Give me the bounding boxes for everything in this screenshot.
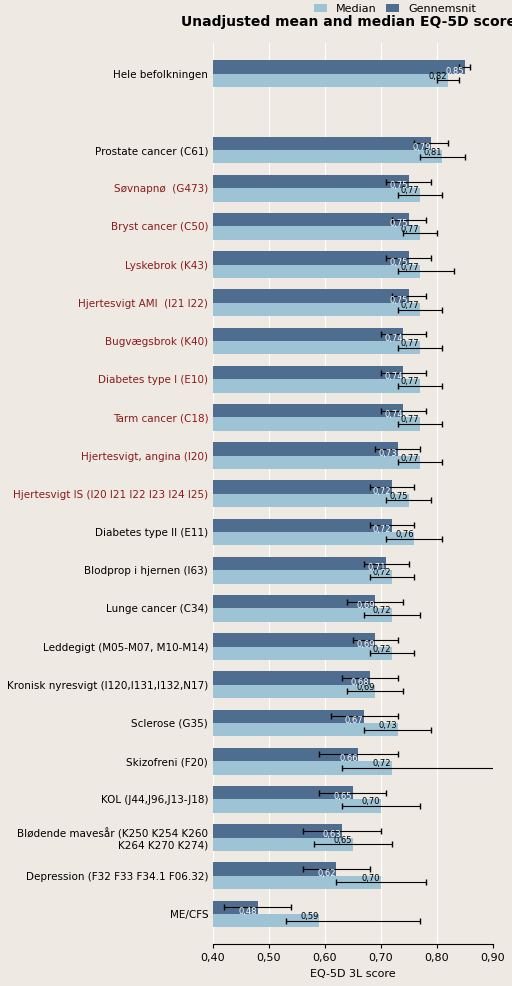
- Bar: [213, 380, 420, 392]
- Bar: [213, 570, 392, 584]
- Bar: [213, 137, 431, 150]
- Text: 0,59: 0,59: [301, 912, 319, 921]
- Text: 0,74: 0,74: [384, 334, 402, 343]
- Bar: [213, 456, 420, 469]
- Legend: Median, Gennemsnit: Median, Gennemsnit: [309, 0, 480, 18]
- Bar: [213, 671, 370, 684]
- Text: 0,67: 0,67: [345, 716, 364, 725]
- Text: 0,68: 0,68: [351, 677, 369, 686]
- Bar: [213, 837, 353, 851]
- Text: 0,72: 0,72: [373, 487, 392, 496]
- Text: 0,70: 0,70: [362, 798, 380, 807]
- Text: 0,77: 0,77: [401, 262, 419, 272]
- Bar: [213, 480, 392, 494]
- Text: 0,75: 0,75: [390, 296, 408, 305]
- Bar: [213, 60, 465, 74]
- Text: 0,75: 0,75: [390, 257, 408, 266]
- Bar: [213, 532, 414, 545]
- Text: 0,85: 0,85: [446, 67, 464, 76]
- Text: 0,77: 0,77: [401, 225, 419, 234]
- Bar: [213, 150, 442, 164]
- Text: 0,69: 0,69: [356, 640, 375, 649]
- Text: 0,77: 0,77: [401, 339, 419, 348]
- Bar: [213, 608, 392, 622]
- Title: Unadjusted mean and median EQ-5D scores: Unadjusted mean and median EQ-5D scores: [181, 16, 512, 30]
- Bar: [213, 264, 420, 278]
- Text: 0,62: 0,62: [317, 869, 335, 878]
- Text: 0,77: 0,77: [401, 186, 419, 195]
- Bar: [213, 647, 392, 660]
- Bar: [213, 595, 375, 608]
- Bar: [213, 494, 409, 507]
- Bar: [213, 800, 381, 812]
- Bar: [213, 188, 420, 202]
- Text: 0,71: 0,71: [368, 563, 386, 572]
- Text: 0,72: 0,72: [373, 606, 392, 615]
- Bar: [213, 227, 420, 240]
- Text: 0,77: 0,77: [401, 378, 419, 387]
- Text: 0,74: 0,74: [384, 372, 402, 382]
- Bar: [213, 914, 319, 927]
- Bar: [213, 723, 398, 737]
- Bar: [213, 417, 420, 431]
- Bar: [213, 863, 336, 876]
- Text: 0,48: 0,48: [239, 907, 257, 916]
- Text: 0,63: 0,63: [323, 830, 341, 839]
- Text: 0,72: 0,72: [373, 645, 392, 654]
- Bar: [213, 786, 353, 800]
- Text: 0,69: 0,69: [356, 683, 375, 692]
- Bar: [213, 213, 409, 227]
- Bar: [213, 519, 392, 532]
- Text: 0,65: 0,65: [334, 835, 352, 845]
- Text: 0,81: 0,81: [423, 148, 442, 157]
- Bar: [213, 327, 403, 341]
- Text: 0,73: 0,73: [378, 721, 397, 730]
- Bar: [213, 251, 409, 264]
- Bar: [213, 303, 420, 317]
- Bar: [213, 684, 375, 698]
- Text: 0,72: 0,72: [373, 525, 392, 534]
- Text: 0,77: 0,77: [401, 454, 419, 462]
- Text: 0,73: 0,73: [378, 449, 397, 458]
- Bar: [213, 443, 398, 456]
- Bar: [213, 404, 403, 417]
- X-axis label: EQ-5D 3L score: EQ-5D 3L score: [310, 969, 396, 979]
- Text: 0,75: 0,75: [390, 181, 408, 190]
- Bar: [213, 341, 420, 354]
- Text: 0,66: 0,66: [339, 754, 358, 763]
- Text: 0,75: 0,75: [390, 220, 408, 229]
- Bar: [213, 824, 342, 837]
- Text: 0,77: 0,77: [401, 415, 419, 425]
- Text: 0,77: 0,77: [401, 301, 419, 310]
- Bar: [213, 876, 381, 889]
- Bar: [213, 747, 358, 761]
- Bar: [213, 366, 403, 380]
- Text: 0,75: 0,75: [390, 492, 408, 501]
- Bar: [213, 74, 448, 87]
- Text: 0,72: 0,72: [373, 568, 392, 577]
- Bar: [213, 557, 387, 570]
- Text: 0,65: 0,65: [334, 793, 352, 802]
- Bar: [213, 761, 392, 775]
- Text: 0,72: 0,72: [373, 759, 392, 768]
- Bar: [213, 710, 364, 723]
- Bar: [213, 900, 258, 914]
- Text: 0,76: 0,76: [395, 530, 414, 539]
- Bar: [213, 633, 375, 647]
- Text: 0,70: 0,70: [362, 874, 380, 882]
- Text: 0,69: 0,69: [356, 601, 375, 610]
- Bar: [213, 175, 409, 188]
- Text: 0,79: 0,79: [412, 143, 431, 152]
- Text: 0,74: 0,74: [384, 410, 402, 419]
- Text: 0,82: 0,82: [429, 72, 447, 81]
- Bar: [213, 290, 409, 303]
